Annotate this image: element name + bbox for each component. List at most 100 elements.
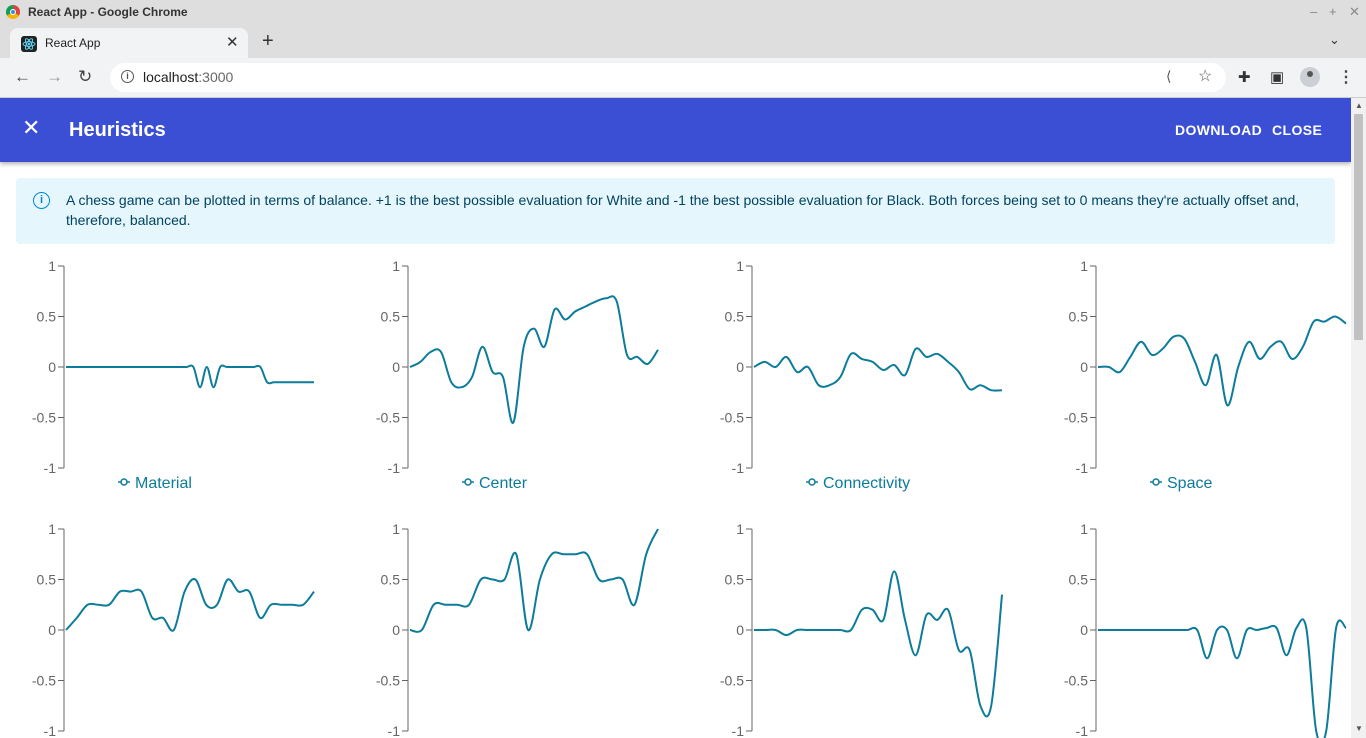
y-tick-label: 1 <box>392 258 400 274</box>
y-tick-label: 0.5 <box>37 572 57 588</box>
address-bar[interactable]: i localhost:3000 ⟨ ☆ <box>110 63 1226 92</box>
chart-legend: Material <box>118 475 192 492</box>
y-tick-label: 1 <box>736 258 744 274</box>
y-tick-label: 1 <box>1080 521 1088 537</box>
y-tick-label: 0 <box>736 359 744 375</box>
y-tick-label: 0.5 <box>381 572 401 588</box>
tab-strip: React App ✕ <box>0 26 1366 58</box>
scroll-down-arrow-icon[interactable]: ▼ <box>1355 724 1363 733</box>
y-tick-label: -1 <box>1076 460 1089 476</box>
page-scrollbar[interactable]: ▲ ▼ <box>1351 98 1366 738</box>
download-button[interactable]: DOWNLOAD <box>1175 122 1263 138</box>
y-tick-label: 0 <box>48 359 56 375</box>
browser-menu-icon[interactable]: ⋮ <box>1338 69 1354 86</box>
legend-marker-icon <box>808 478 816 486</box>
browser-toolbar: ← → ↻ i localhost:3000 ⟨ ☆ ✚ ▣ ⋮ <box>0 58 1366 98</box>
info-icon: i <box>33 192 50 209</box>
chart-legend: Center <box>462 475 528 492</box>
line-chart-svg: 1 0.5 0 -0.5 -1 <box>376 521 659 738</box>
info-alert: i A chess game can be plotted in terms o… <box>16 178 1335 244</box>
y-tick-label: -0.5 <box>32 673 56 689</box>
scroll-up-arrow-icon[interactable]: ▲ <box>1355 101 1363 110</box>
series-line <box>1098 618 1347 738</box>
y-tick-label: 1 <box>48 258 56 274</box>
y-tick-label: 0 <box>392 359 400 375</box>
extensions-puzzle-icon[interactable]: ✚ <box>1238 69 1251 86</box>
tab-title: React App <box>45 36 101 50</box>
y-tick-label: 0.5 <box>37 309 57 325</box>
close-button[interactable]: CLOSE <box>1272 122 1323 138</box>
y-tick-label: -0.5 <box>376 410 400 426</box>
url-host: localhost <box>143 69 199 85</box>
forward-arrow-icon[interactable]: → <box>46 67 63 86</box>
chart-row2-1: 1 0.5 0 -0.5 -1 <box>0 519 340 738</box>
legend-marker-icon <box>120 478 128 486</box>
maximize-icon[interactable]: + <box>1329 4 1337 19</box>
legend-marker-icon <box>464 478 472 486</box>
y-tick-label: -0.5 <box>376 673 400 689</box>
y-tick-label: -1 <box>1076 723 1089 738</box>
info-alert-text: A chess game can be plotted in terms of … <box>66 192 1300 228</box>
tab-react-app[interactable]: React App ✕ <box>10 28 248 58</box>
site-info-icon[interactable]: i <box>121 70 134 83</box>
window-title: React App - Google Chrome <box>28 5 188 19</box>
window-close-icon[interactable]: ✕ <box>1349 4 1360 19</box>
chart-row2-2: 1 0.5 0 -0.5 -1 <box>344 519 684 738</box>
line-chart-svg: 1 0.5 0 -0.5 -1 <box>720 521 1003 738</box>
y-tick-label: -0.5 <box>720 410 744 426</box>
minimize-icon[interactable]: – <box>1310 4 1318 19</box>
share-icon[interactable]: ⟨ <box>1166 68 1172 84</box>
y-tick-label: 0.5 <box>1069 309 1089 325</box>
y-tick-label: -1 <box>388 723 401 738</box>
y-tick-label: -1 <box>44 460 57 476</box>
close-icon[interactable]: ✕ <box>22 115 41 140</box>
tab-close-icon[interactable]: ✕ <box>226 34 239 51</box>
y-tick-label: -0.5 <box>32 410 56 426</box>
chart-connectivity: 1 0.5 0 -0.5 -1 Connectivity <box>688 256 1028 496</box>
side-panel-icon[interactable]: ▣ <box>1270 69 1285 86</box>
line-chart-svg: 1 0.5 0 -0.5 -1 <box>1064 521 1347 738</box>
window-titlebar: React App - Google Chrome – + ✕ <box>0 0 1366 26</box>
y-tick-label: -1 <box>388 460 401 476</box>
legend-marker-icon <box>1152 478 1160 486</box>
y-tick-label: -0.5 <box>1064 673 1088 689</box>
y-tick-label: 1 <box>392 521 400 537</box>
y-tick-label: 0.5 <box>381 309 401 325</box>
y-tick-label: 1 <box>1080 258 1088 274</box>
series-line <box>753 347 1003 392</box>
series-line <box>65 578 315 632</box>
series-line <box>1097 315 1347 407</box>
chart-row2-4: 1 0.5 0 -0.5 -1 <box>1032 519 1351 738</box>
series-line <box>409 295 659 424</box>
url-port: :3000 <box>198 69 234 85</box>
chart-legend: Space <box>1150 475 1212 492</box>
page-title: Heuristics <box>69 119 166 141</box>
y-tick-label: 0 <box>48 622 56 638</box>
bookmark-star-icon[interactable]: ☆ <box>1198 68 1213 85</box>
series-line <box>66 364 314 389</box>
tab-search-chevron-icon[interactable]: ⌄ <box>1329 32 1340 47</box>
reload-icon[interactable]: ↻ <box>78 67 93 86</box>
new-tab-plus-icon[interactable]: + <box>262 30 274 52</box>
url-text[interactable]: localhost:3000 <box>143 69 233 85</box>
y-tick-label: 0 <box>736 622 744 638</box>
legend-label: Space <box>1167 475 1212 492</box>
y-tick-label: 1 <box>736 521 744 537</box>
y-tick-label: 0 <box>1080 622 1088 638</box>
react-favicon-icon <box>21 36 37 52</box>
y-tick-label: 0.5 <box>1069 572 1089 588</box>
profile-avatar-icon[interactable] <box>1300 67 1320 87</box>
y-tick-label: -1 <box>44 723 57 738</box>
legend-label: Connectivity <box>823 475 910 492</box>
line-chart-svg: 1 0.5 0 -0.5 -1 Connectivity <box>720 258 1003 492</box>
line-chart-svg: 1 0.5 0 -0.5 -1 Material <box>32 258 314 492</box>
chart-space: 1 0.5 0 -0.5 -1 Space <box>1032 256 1351 496</box>
y-tick-label: 1 <box>48 521 56 537</box>
chrome-logo-icon <box>6 5 20 19</box>
chart-legend: Connectivity <box>806 475 910 492</box>
chart-center: 1 0.5 0 -0.5 -1 Center <box>344 256 684 496</box>
line-chart-svg: 1 0.5 0 -0.5 -1 <box>32 521 315 738</box>
back-arrow-icon[interactable]: ← <box>14 67 31 86</box>
scrollbar-thumb[interactable] <box>1354 114 1363 340</box>
series-line <box>409 528 659 633</box>
